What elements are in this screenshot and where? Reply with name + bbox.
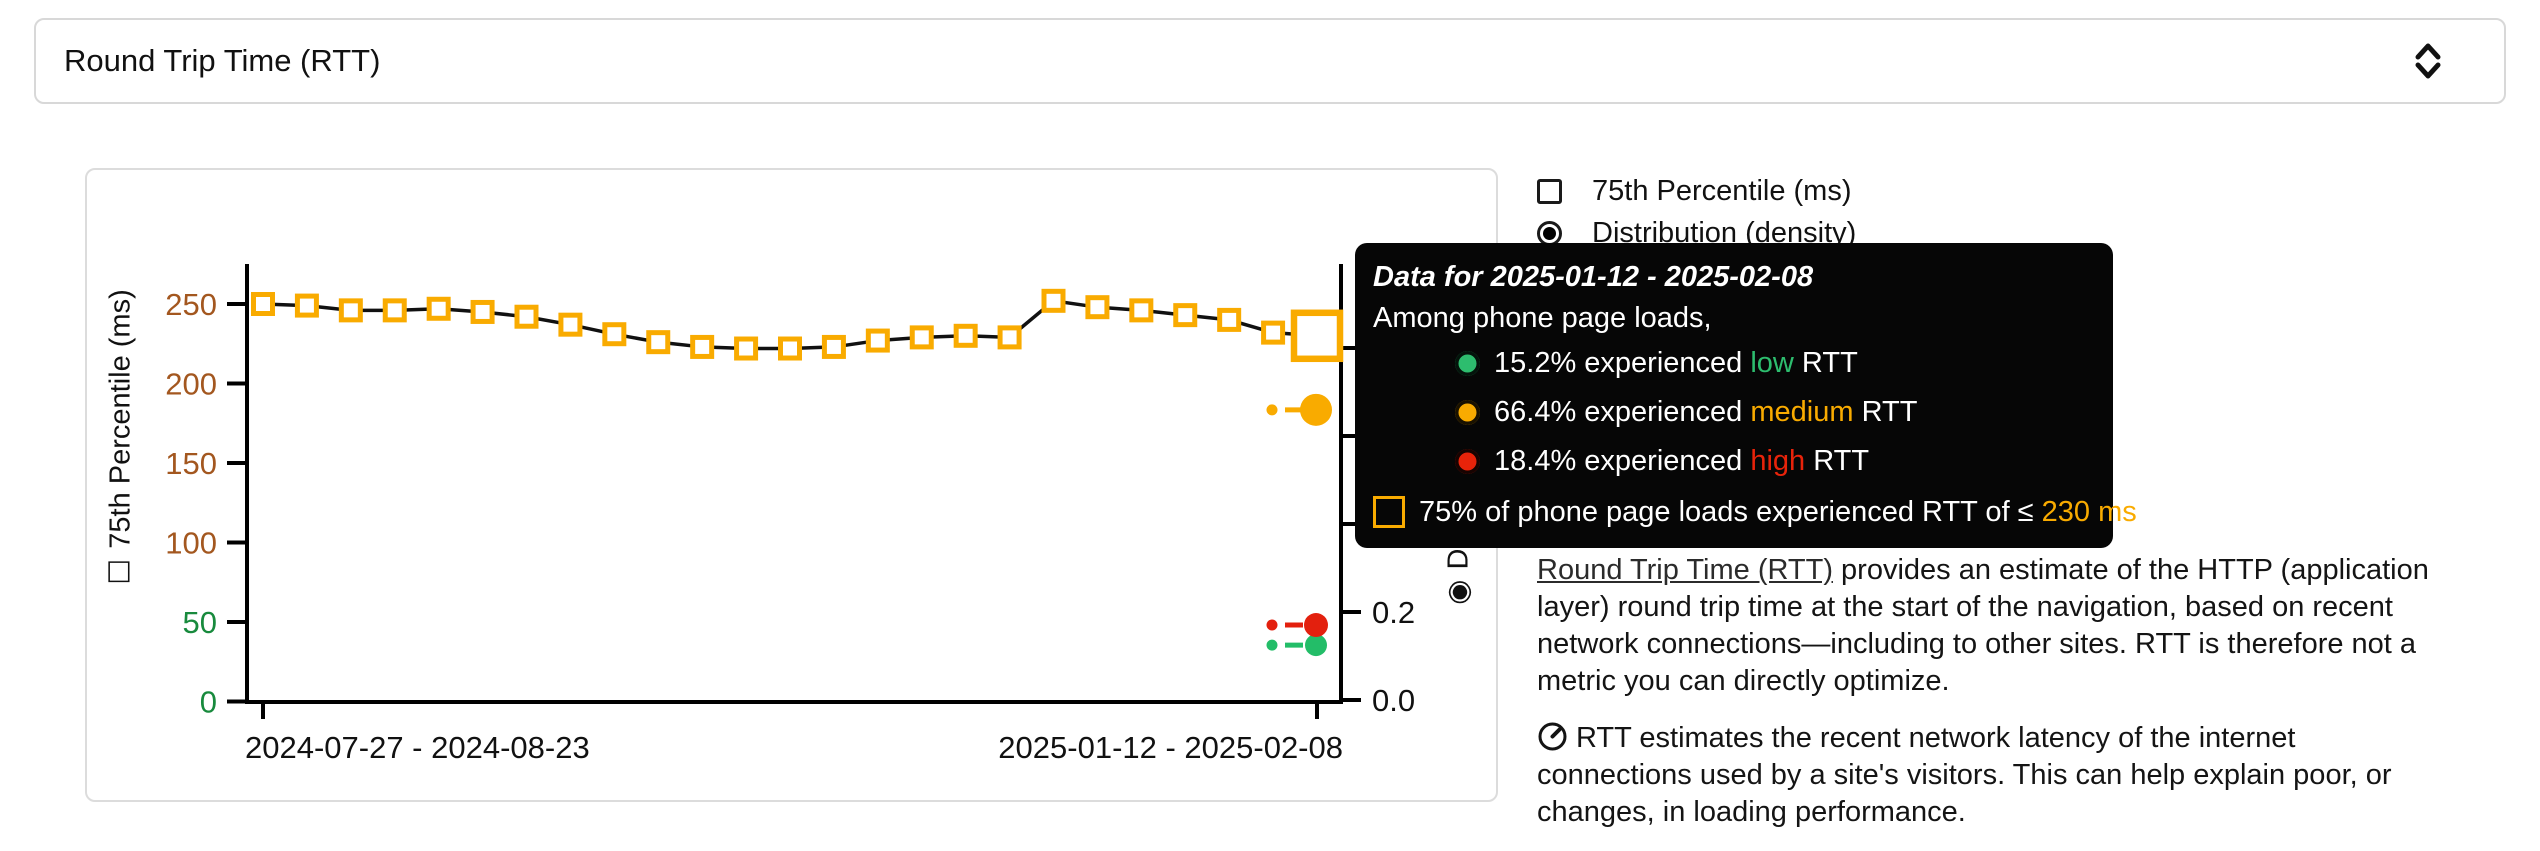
footer-value: 230 ms [2041,495,2137,528]
rtt-chart-card: 0 50 100 150 200 250 0.0 0.2 2024-07-27 - 2024-0… [85,168,1498,802]
unfold-more-icon[interactable] [2410,39,2446,83]
y-tick-label: 250 [165,287,217,322]
medium-dot-icon [1455,400,1480,425]
checkbox-glyph-icon[interactable]: ☐ [104,558,137,585]
p2-text: RTT estimates the recent network latency… [1537,722,2392,828]
data-point-marker[interactable] [338,298,363,323]
density-tick-label: 0.0 [1372,683,1415,718]
high-percent: 18.4% [1494,445,1577,477]
low-unit: RTT [1793,347,1858,379]
tooltip-row-low: 15.2% experienced low RTT [1455,339,2093,388]
tooltip-row-medium: 66.4% experienced medium RTT [1455,388,2093,437]
data-point-marker-highlighted[interactable] [1290,309,1344,363]
low-percent: 15.2% [1494,347,1577,379]
data-point-marker[interactable] [514,304,539,329]
data-point-marker[interactable] [294,293,319,318]
metric-selector-dropdown[interactable]: Round Trip Time (RTT) [34,18,2506,104]
data-point-marker[interactable] [1085,295,1110,320]
y-tick-label: 150 [165,446,217,481]
data-point-marker[interactable] [997,325,1022,350]
chart-legend: 75th Percentile (ms) Distribution (densi… [1537,170,1856,254]
medium-percent: 66.4% [1494,396,1577,428]
data-point-marker[interactable] [1261,320,1286,345]
y-tick-label: 200 [165,367,217,402]
x-tick-label-last: 2025-01-12 - 2025-02-08 [998,730,1343,765]
description-paragraph-2: RTT estimates the recent network latency… [1537,720,2429,831]
high-unit: RTT [1805,445,1870,477]
percentile-checkbox[interactable] [1537,178,1562,204]
percentile-checkbox-label: 75th Percentile (ms) [1592,174,1852,207]
percentile-square-icon [1373,496,1405,528]
distribution-prev-dot-low[interactable] [1266,639,1278,651]
legend-item-percentile[interactable]: 75th Percentile (ms) [1537,170,1856,212]
data-point-marker[interactable] [953,323,978,348]
rtt-doc-link[interactable]: Round Trip Time (RTT) [1537,554,1833,586]
data-point-marker[interactable] [909,325,934,350]
data-point-marker[interactable] [1129,298,1154,323]
distribution-prev-dot-high[interactable] [1266,619,1278,631]
medium-category: medium [1750,396,1854,428]
data-point-marker[interactable] [602,322,627,347]
y-tick-label: 100 [165,526,217,561]
footer-prefix: 75% of phone page loads experienced RTT … [1419,495,2042,528]
y-tick-label: 0 [200,685,217,720]
low-dot-icon [1455,351,1480,376]
gauge-icon [1538,722,1567,751]
distribution-prev-dot-medium[interactable] [1266,404,1278,416]
density-tick-label: 0.2 [1372,595,1415,630]
description-paragraph-1: Round Trip Time (RTT) provides an estima… [1537,552,2429,700]
data-point-marker[interactable] [865,328,890,353]
medium-middle: experienced [1576,396,1751,428]
distribution-dot-low[interactable] [1305,634,1327,657]
low-middle: experienced [1576,347,1751,379]
distribution-dot-medium[interactable] [1300,393,1332,426]
p1-text: provides an estimate of the HTTP (applic… [1537,554,2429,697]
tooltip-title: Data for 2025-01-12 - 2025-02-08 [1373,261,1814,293]
high-category: high [1750,445,1806,477]
data-point-marker[interactable] [558,312,583,337]
distribution-dot-high[interactable] [1304,613,1328,638]
radio-glyph-icon[interactable]: ◉ [1442,579,1475,605]
tooltip-footer: 75% of phone page loads experienced RTT … [1373,486,2137,538]
data-point-marker[interactable] [1217,307,1242,332]
data-point-marker[interactable] [778,336,802,361]
distribution-radio[interactable] [1537,220,1562,246]
x-tick-label-first: 2024-07-27 - 2024-08-23 [245,730,590,765]
data-point-marker[interactable] [821,334,846,359]
chart-tooltip: Data for 2025-01-12 - 2025-02-08 Among p… [1355,243,2137,548]
medium-unit: RTT [1853,396,1918,428]
tooltip-row-high: 18.4% experienced high RTT [1455,437,2093,486]
data-point-marker[interactable] [382,298,407,323]
data-point-marker[interactable] [470,299,495,324]
low-category: low [1750,347,1794,379]
metric-description: Round Trip Time (RTT) provides an estima… [1537,552,2429,851]
rtt-chart-plot[interactable]: 0 50 100 150 200 250 0.0 0.2 2024-07-27 - 2024-0… [87,170,1496,800]
data-point-marker[interactable] [690,334,715,359]
high-middle: experienced [1576,445,1751,477]
data-point-marker[interactable] [1041,288,1066,313]
y-tick-label: 50 [183,605,217,640]
high-dot-icon [1455,449,1480,474]
left-axis-title[interactable]: ☐ 75th Percentile (ms) [103,289,138,585]
data-point-marker[interactable] [1173,303,1198,328]
data-point-marker[interactable] [426,296,451,321]
data-point-marker[interactable] [251,292,275,316]
radio-dot [1543,226,1556,240]
metric-selector-label: Round Trip Time (RTT) [64,43,381,78]
data-point-marker[interactable] [734,336,759,361]
left-axis-title-text: 75th Percentile (ms) [104,289,137,549]
tooltip-subtitle: Among phone page loads, [1373,302,1712,334]
data-point-marker[interactable] [646,330,671,355]
